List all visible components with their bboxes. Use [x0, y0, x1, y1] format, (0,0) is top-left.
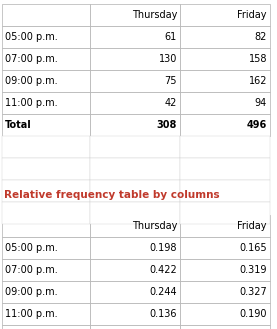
Bar	[90, 26, 180, 48]
Bar	[180, 136, 270, 158]
Bar	[180, 92, 270, 114]
Bar	[90, 48, 180, 70]
Text: Total: Total	[5, 120, 32, 130]
Text: 75: 75	[165, 76, 177, 86]
Bar	[2, 114, 90, 136]
Bar	[180, 303, 270, 325]
Bar	[2, 180, 90, 202]
Text: 11:00 p.m.: 11:00 p.m.	[5, 98, 58, 108]
Text: 0.198: 0.198	[150, 243, 177, 253]
Bar	[2, 136, 90, 158]
Bar	[90, 202, 180, 224]
Bar	[180, 281, 270, 303]
Bar	[90, 325, 180, 329]
Bar	[90, 237, 180, 259]
Bar	[180, 158, 270, 180]
Bar	[180, 259, 270, 281]
Text: Thursday: Thursday	[132, 10, 177, 20]
Text: Relative frequency table by columns: Relative frequency table by columns	[4, 190, 220, 200]
Text: 158: 158	[248, 54, 267, 64]
Bar	[90, 259, 180, 281]
Bar	[180, 215, 270, 237]
Bar	[2, 70, 90, 92]
Text: Friday: Friday	[237, 221, 267, 231]
Bar	[2, 92, 90, 114]
Bar	[2, 325, 90, 329]
Bar	[2, 48, 90, 70]
Bar	[90, 136, 180, 158]
Text: 308: 308	[157, 120, 177, 130]
Bar	[90, 215, 180, 237]
Text: 05:00 p.m.: 05:00 p.m.	[5, 32, 58, 42]
Text: 09:00 p.m.: 09:00 p.m.	[5, 287, 58, 297]
Text: 11:00 p.m.: 11:00 p.m.	[5, 309, 58, 319]
Text: 09:00 p.m.: 09:00 p.m.	[5, 76, 58, 86]
Bar	[2, 215, 90, 237]
Bar	[180, 180, 270, 202]
Bar	[90, 303, 180, 325]
Text: 0.422: 0.422	[149, 265, 177, 275]
Bar	[2, 4, 90, 26]
Bar	[180, 202, 270, 224]
Bar	[90, 92, 180, 114]
Text: 05:00 p.m.: 05:00 p.m.	[5, 243, 58, 253]
Text: Friday: Friday	[237, 10, 267, 20]
Bar	[2, 259, 90, 281]
Bar	[2, 158, 90, 180]
Bar	[180, 325, 270, 329]
Text: 0.327: 0.327	[239, 287, 267, 297]
Text: 07:00 p.m.: 07:00 p.m.	[5, 265, 58, 275]
Bar	[2, 202, 90, 224]
Text: 82: 82	[255, 32, 267, 42]
Text: 0.244: 0.244	[149, 287, 177, 297]
Text: 0.319: 0.319	[240, 265, 267, 275]
Bar	[180, 114, 270, 136]
Bar	[90, 281, 180, 303]
Text: 162: 162	[248, 76, 267, 86]
Text: 130: 130	[159, 54, 177, 64]
Bar	[2, 281, 90, 303]
Bar	[90, 70, 180, 92]
Bar	[180, 48, 270, 70]
Text: 0.165: 0.165	[239, 243, 267, 253]
Bar	[2, 303, 90, 325]
Bar	[90, 114, 180, 136]
Text: 61: 61	[165, 32, 177, 42]
Text: 42: 42	[165, 98, 177, 108]
Text: Thursday: Thursday	[132, 221, 177, 231]
Text: 0.136: 0.136	[150, 309, 177, 319]
Text: 496: 496	[247, 120, 267, 130]
Bar	[90, 180, 180, 202]
Bar	[180, 237, 270, 259]
Bar	[90, 158, 180, 180]
Bar	[2, 26, 90, 48]
Bar	[180, 4, 270, 26]
Text: 0.190: 0.190	[240, 309, 267, 319]
Bar	[180, 26, 270, 48]
Text: 07:00 p.m.: 07:00 p.m.	[5, 54, 58, 64]
Bar	[180, 70, 270, 92]
Text: 94: 94	[255, 98, 267, 108]
Bar	[90, 4, 180, 26]
Bar	[2, 237, 90, 259]
